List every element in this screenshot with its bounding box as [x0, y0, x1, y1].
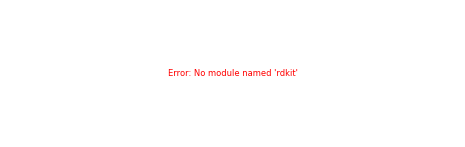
Text: Error: No module named 'rdkit': Error: No module named 'rdkit' [167, 69, 298, 78]
